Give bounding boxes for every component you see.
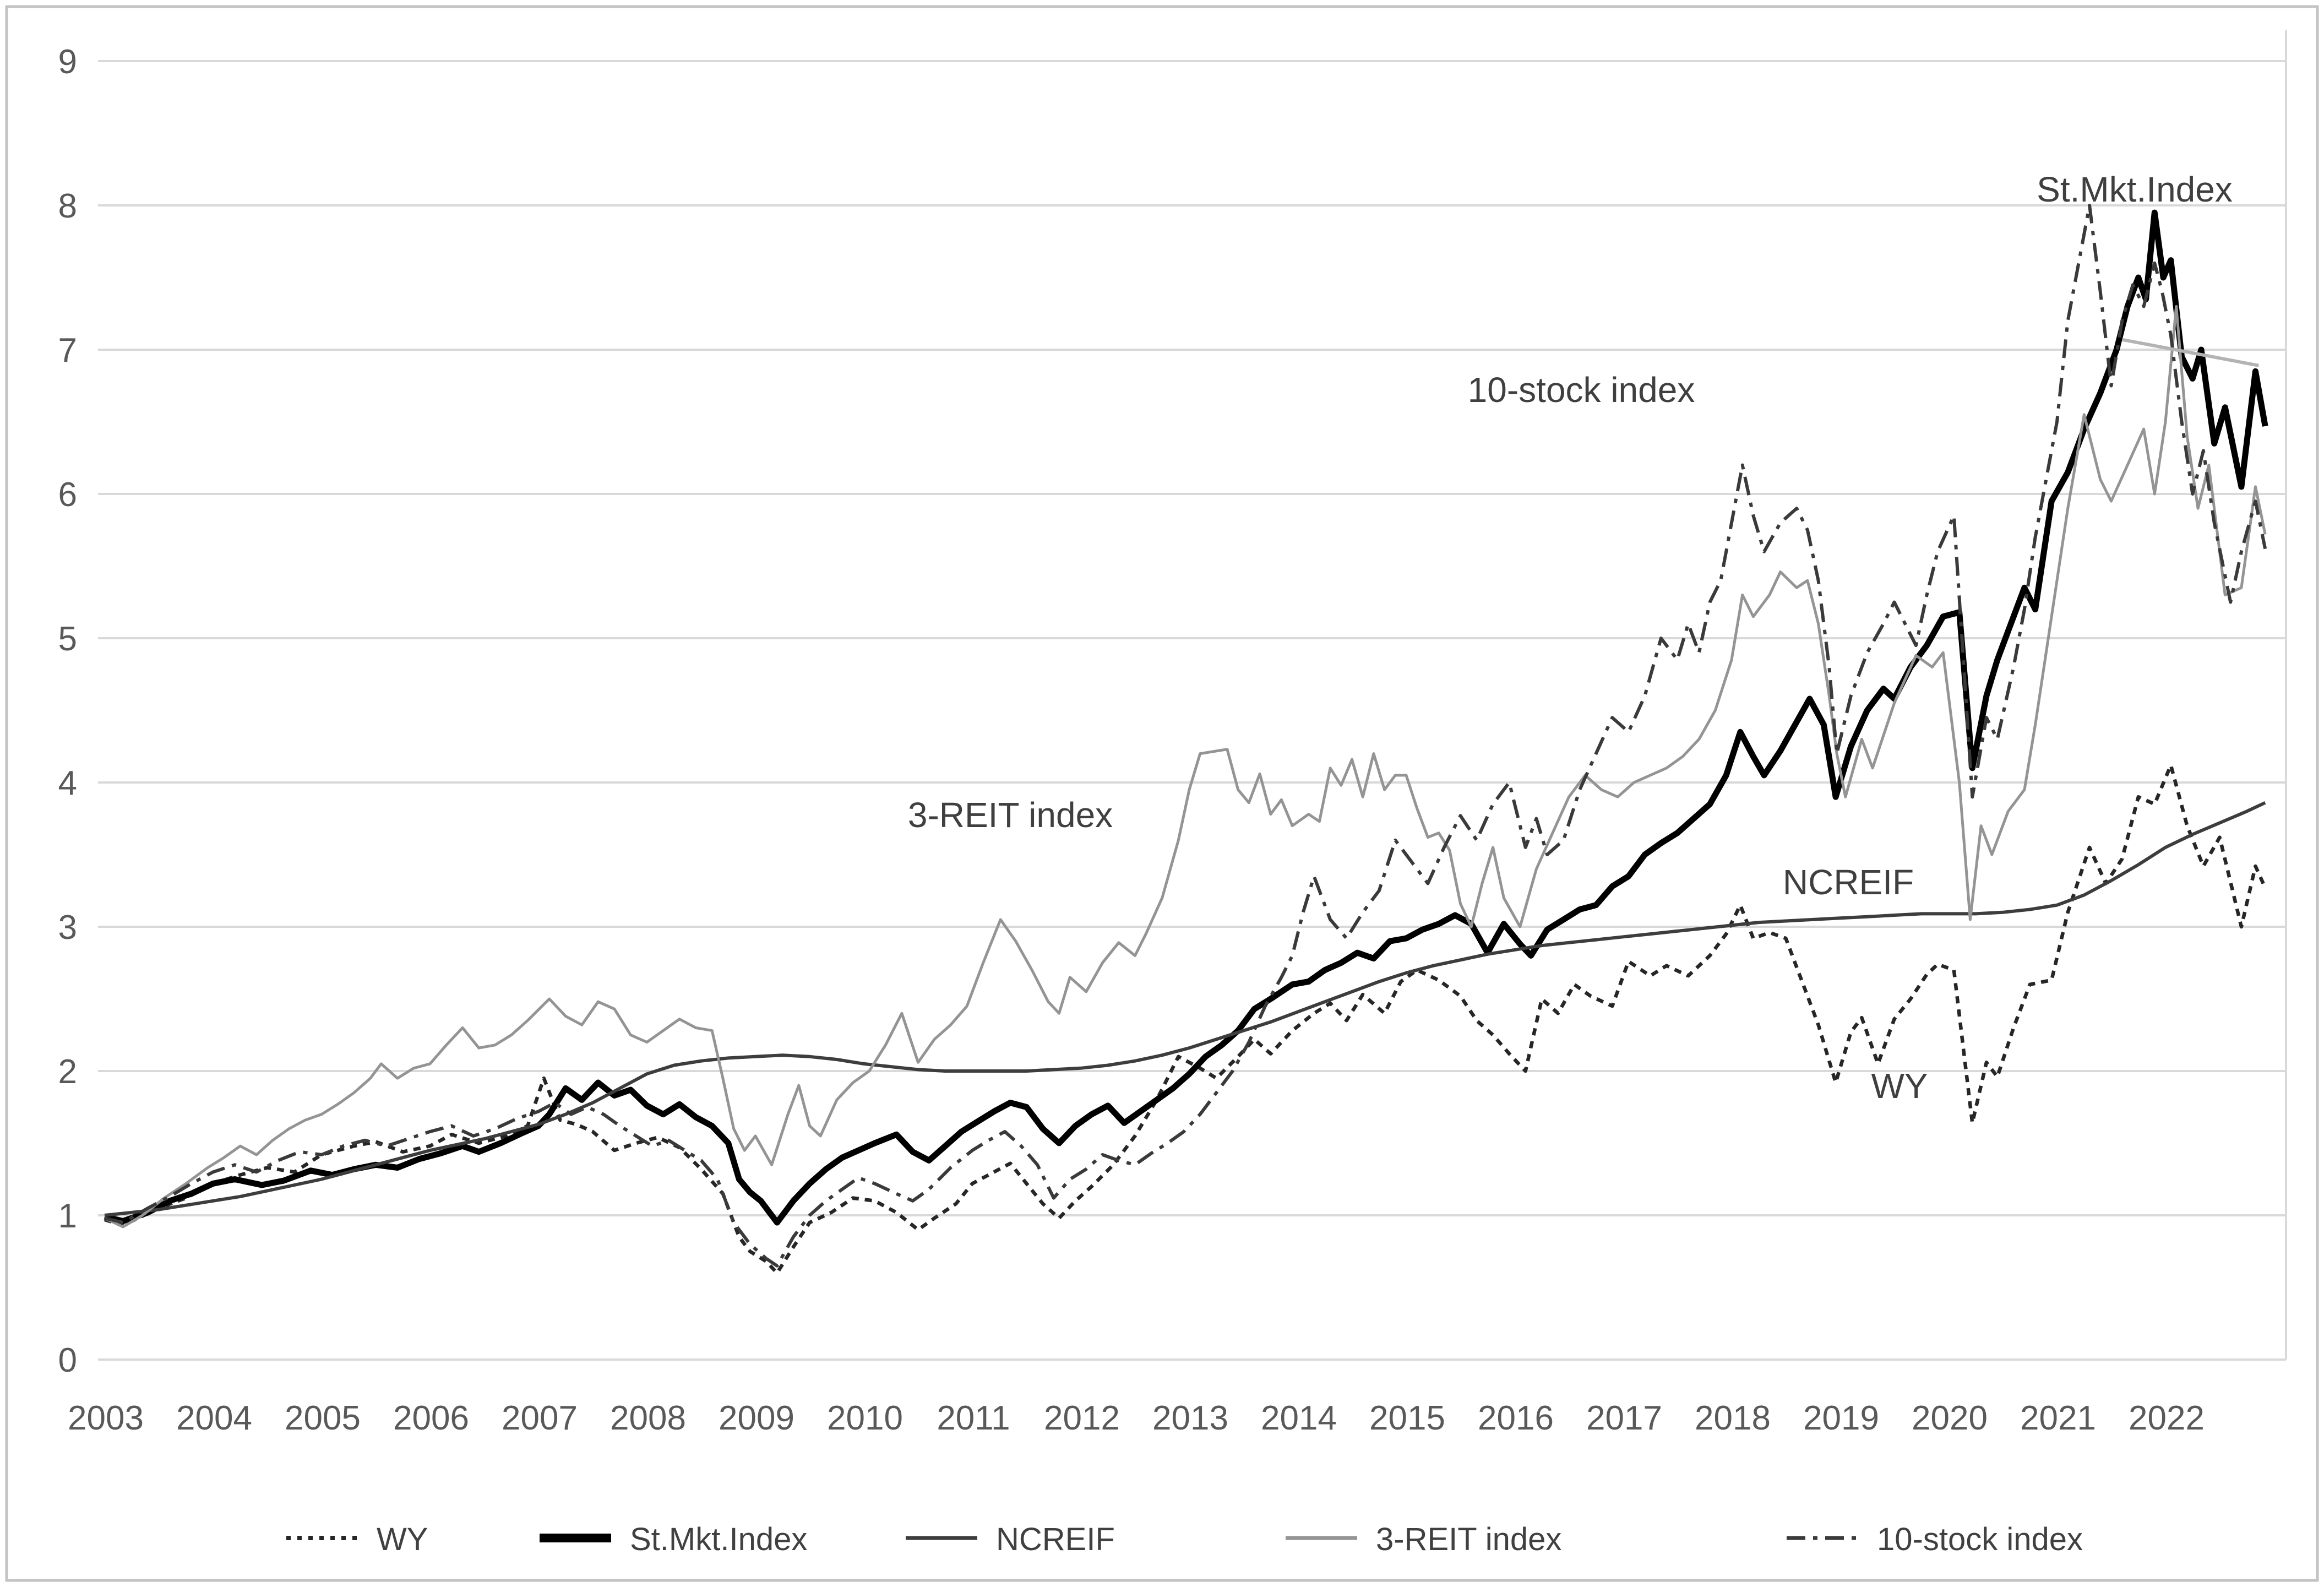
- trend-segment: [2121, 338, 2259, 367]
- x-tick-label-2019: 2019: [1803, 1399, 1879, 1437]
- series-line-3-reit-index: [104, 305, 2267, 1229]
- y-tick-label-3: 3: [58, 909, 77, 947]
- legend-item-3-reit-index: 3-REIT index: [1286, 1521, 1561, 1557]
- anno-wy: WY: [1871, 1066, 1928, 1106]
- x-axis-tick-labels: 2003 2004 2005 2006 2007 2008 2009 2010 2011 2012…: [68, 1399, 2205, 1437]
- x-tick-label-2018: 2018: [1695, 1399, 1771, 1437]
- anno-3reit: 3-REIT index: [908, 795, 1113, 835]
- legend-item-wy: WY: [286, 1521, 428, 1557]
- legend-item-st-mkt-index: St.Mkt.Index: [540, 1521, 807, 1557]
- x-tick-label-2007: 2007: [502, 1399, 578, 1437]
- x-tick-label-2008: 2008: [610, 1399, 686, 1437]
- x-tick-label-2004: 2004: [176, 1399, 252, 1437]
- y-tick-label-1: 1: [58, 1197, 77, 1235]
- trend-segment-line: [2121, 338, 2259, 367]
- x-tick-label-2017: 2017: [1586, 1399, 1662, 1437]
- series-lines: [104, 204, 2268, 1275]
- figure-border: [5, 5, 2319, 1582]
- x-tick-label-2020: 2020: [1912, 1399, 1988, 1437]
- x-tick-label-2013: 2013: [1152, 1399, 1228, 1437]
- series-line-ncreif: [104, 801, 2266, 1217]
- legend-item-ncreif: NCREIF: [906, 1521, 1115, 1557]
- legend: WY St.Mkt.Index NCREIF 3-REIT index 10-stock…: [286, 1521, 2083, 1557]
- x-tick-label-2003: 2003: [68, 1399, 144, 1437]
- y-tick-label-0: 0: [58, 1341, 77, 1379]
- anno-10stock: 10-stock index: [1468, 370, 1695, 410]
- gridlines: [98, 60, 2286, 1361]
- x-tick-label-2015: 2015: [1369, 1399, 1445, 1437]
- y-tick-label-5: 5: [58, 620, 77, 658]
- x-tick-label-2012: 2012: [1044, 1399, 1120, 1437]
- x-tick-label-2010: 2010: [827, 1399, 903, 1437]
- y-tick-label-7: 7: [58, 331, 77, 369]
- x-tick-label-2006: 2006: [393, 1399, 469, 1437]
- series-line-10-stock-index: [104, 204, 2267, 1268]
- y-axis-tick-labels: 0 1 2 3 4 5 6 7 8 9: [58, 43, 77, 1379]
- legend-label: 10-stock index: [1877, 1521, 2083, 1557]
- x-tick-label-2021: 2021: [2020, 1399, 2096, 1437]
- x-tick-label-2009: 2009: [719, 1399, 794, 1437]
- x-tick-label-2016: 2016: [1478, 1399, 1554, 1437]
- series-line-st-mkt-index: [104, 209, 2268, 1226]
- legend-label: 3-REIT index: [1376, 1521, 1561, 1557]
- x-tick-label-2014: 2014: [1261, 1399, 1337, 1437]
- x-tick-label-2011: 2011: [937, 1399, 1010, 1437]
- legend-item-10-stock-index: 10-stock index: [1787, 1521, 2083, 1557]
- legend-label: NCREIF: [996, 1521, 1115, 1557]
- legend-label: WY: [377, 1521, 428, 1557]
- anno-ncreif: NCREIF: [1783, 862, 1914, 902]
- legend-label: St.Mkt.Index: [630, 1521, 807, 1557]
- y-tick-label-8: 8: [58, 187, 77, 225]
- x-tick-label-2022: 2022: [2129, 1399, 2205, 1437]
- y-tick-label-4: 4: [58, 764, 77, 802]
- y-tick-label-9: 9: [58, 43, 77, 81]
- y-tick-label-6: 6: [58, 476, 77, 514]
- y-tick-label-2: 2: [58, 1053, 77, 1091]
- series-annotations: 3-REIT index 10-stock index St.Mkt.Index NC…: [908, 170, 2233, 1106]
- anno-stmkt: St.Mkt.Index: [2037, 170, 2233, 209]
- x-tick-label-2005: 2005: [285, 1399, 361, 1437]
